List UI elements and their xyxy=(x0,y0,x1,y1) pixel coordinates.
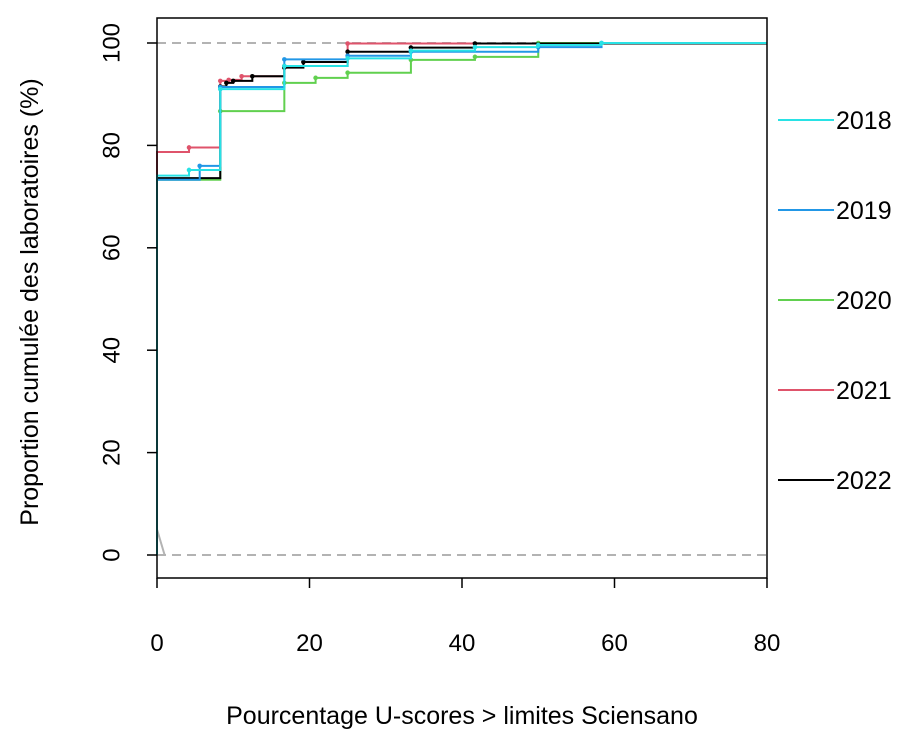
series-2021 xyxy=(156,41,767,555)
x-axis: 0 20 40 60 80 xyxy=(150,578,780,657)
y-tick-label: 80 xyxy=(99,132,126,159)
series-point-2018 xyxy=(599,40,604,46)
series-point-2019 xyxy=(197,163,202,169)
legend-entry-2020: 2020 xyxy=(778,287,892,315)
plot-frame xyxy=(156,17,768,579)
series-point-2018 xyxy=(408,48,414,53)
y-tick-label: 100 xyxy=(99,23,126,63)
x-tick-label: 80 xyxy=(754,630,781,657)
x-tick-label: 60 xyxy=(601,630,628,657)
y-tick-label: 0 xyxy=(99,548,126,561)
legend-entry-2018: 2018 xyxy=(778,107,892,135)
series-point-2021 xyxy=(345,41,350,46)
x-tick-label: 40 xyxy=(449,630,476,657)
legend-label: 2019 xyxy=(836,197,892,225)
series-point-2018 xyxy=(217,86,223,92)
series-point-2021 xyxy=(217,78,223,84)
series-point-2020 xyxy=(472,54,478,60)
series-point-2021 xyxy=(186,145,192,150)
legend-label: 2022 xyxy=(836,467,892,495)
series-line-2021 xyxy=(156,42,767,555)
legend-label: 2021 xyxy=(836,377,892,405)
series-point-2018 xyxy=(186,167,192,173)
series-line-2022 xyxy=(156,42,767,555)
series-point-2022 xyxy=(250,73,255,79)
legend-label: 2018 xyxy=(836,107,892,135)
series-2019 xyxy=(156,40,767,555)
series-2018 xyxy=(156,40,767,555)
series-line-2019 xyxy=(156,42,767,555)
series-point-2022 xyxy=(472,41,478,46)
y-tick-label: 60 xyxy=(99,234,126,261)
series-layer xyxy=(156,40,767,555)
legend-entry-2021: 2021 xyxy=(778,377,892,405)
legend: 2018 2019 2020 2021 2022 xyxy=(778,107,892,495)
x-tick-label: 20 xyxy=(296,630,323,657)
series-point-2022 xyxy=(345,49,350,55)
series-point-2022 xyxy=(224,80,229,86)
x-axis-title: Pourcentage U-scores > limites Sciensano xyxy=(226,702,698,730)
series-point-2020 xyxy=(313,75,318,81)
series-point-2018 xyxy=(472,44,478,50)
series-line-2020 xyxy=(156,42,767,555)
series-point-2022 xyxy=(301,59,306,65)
legend-entry-2022: 2022 xyxy=(778,467,892,495)
series-2022 xyxy=(156,41,767,555)
y-tick-label: 40 xyxy=(99,337,126,364)
series-point-2018 xyxy=(282,63,287,69)
y-axis: 0 20 40 60 80 100 xyxy=(99,23,157,562)
series-line-2018 xyxy=(156,42,767,555)
series-point-2019 xyxy=(282,57,287,62)
y-axis-title: Proportion cumulée des laboratoires (%) xyxy=(16,78,44,525)
series-point-2021 xyxy=(239,73,244,79)
legend-label: 2020 xyxy=(836,287,892,315)
x-tick-label: 0 xyxy=(150,630,163,657)
y-tick-label: 20 xyxy=(99,439,126,466)
series-point-2020 xyxy=(345,70,350,75)
legend-entry-2019: 2019 xyxy=(778,197,892,225)
series-point-2018 xyxy=(535,42,541,48)
reference-lines xyxy=(156,42,767,556)
series-2020 xyxy=(156,40,767,555)
series-point-2022 xyxy=(230,78,236,84)
series-point-2018 xyxy=(345,56,350,61)
origin-segment xyxy=(156,529,166,556)
